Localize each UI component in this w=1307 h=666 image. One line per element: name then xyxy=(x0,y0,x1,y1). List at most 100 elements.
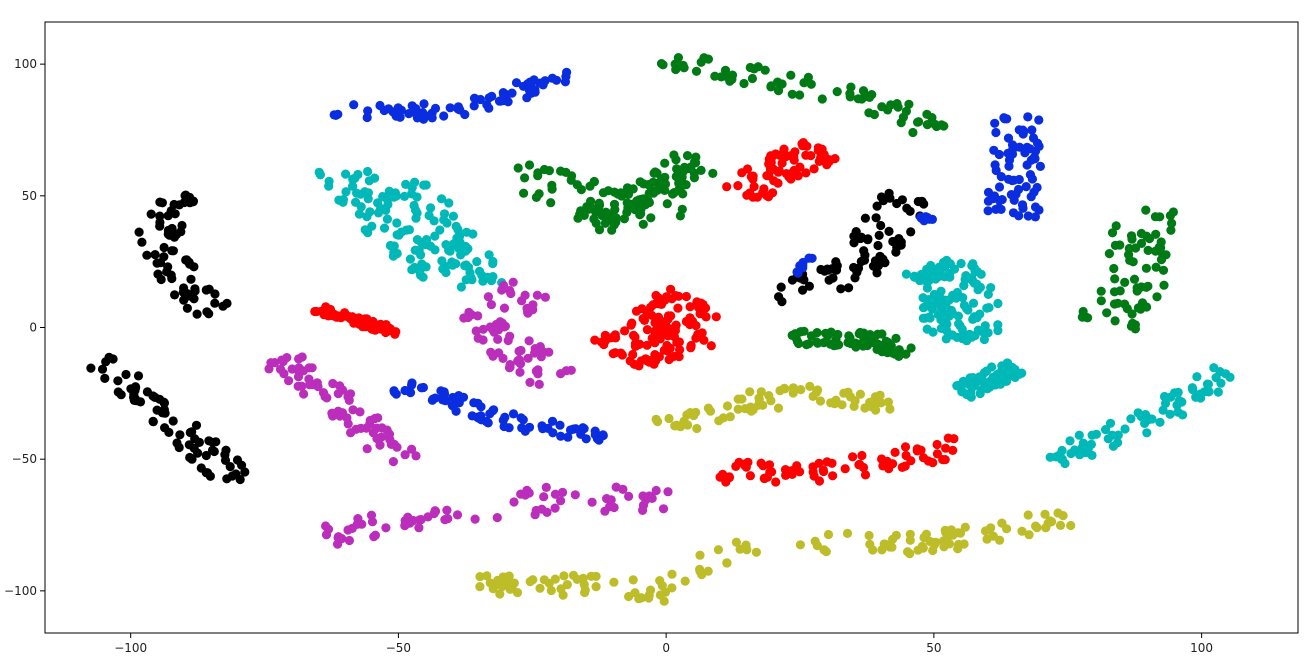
data-point xyxy=(711,312,721,322)
data-point xyxy=(844,283,854,293)
data-point xyxy=(550,489,561,499)
data-point xyxy=(155,221,165,231)
data-point xyxy=(611,217,621,227)
data-point xyxy=(845,92,855,102)
data-point xyxy=(522,485,532,495)
data-point xyxy=(1105,418,1116,428)
data-point xyxy=(299,389,309,399)
data-point xyxy=(872,268,882,278)
data-point xyxy=(776,282,786,292)
data-point xyxy=(1014,174,1024,185)
data-point xyxy=(673,303,683,313)
data-point xyxy=(1066,520,1076,531)
data-point xyxy=(845,333,855,343)
data-point xyxy=(673,165,683,175)
data-point xyxy=(152,258,162,268)
data-point xyxy=(157,198,167,208)
data-point xyxy=(493,575,503,586)
data-point xyxy=(606,495,616,505)
data-point xyxy=(685,313,695,323)
data-point xyxy=(742,164,753,174)
data-point xyxy=(622,207,632,217)
data-point xyxy=(919,532,929,543)
data-point xyxy=(539,492,549,502)
data-point xyxy=(996,172,1006,182)
data-point xyxy=(699,335,709,345)
data-point xyxy=(560,77,571,87)
data-point xyxy=(979,334,990,345)
data-point xyxy=(1024,530,1034,540)
data-point xyxy=(379,223,390,233)
data-point xyxy=(777,158,787,168)
data-point xyxy=(855,389,866,399)
data-point xyxy=(872,201,882,211)
data-point xyxy=(1034,141,1044,151)
data-point xyxy=(277,355,287,365)
data-point xyxy=(1166,225,1176,235)
data-point xyxy=(906,343,916,353)
data-point xyxy=(671,320,681,330)
data-point xyxy=(701,312,711,322)
data-point xyxy=(508,277,518,287)
data-point xyxy=(967,273,977,283)
data-point xyxy=(634,361,644,371)
data-point xyxy=(430,231,440,241)
data-point xyxy=(967,380,977,390)
data-point xyxy=(747,73,758,84)
data-point xyxy=(986,283,996,293)
data-point xyxy=(1141,282,1151,292)
data-point xyxy=(936,303,947,313)
data-point xyxy=(412,235,422,245)
data-point xyxy=(373,208,384,218)
data-point xyxy=(499,95,509,106)
data-point xyxy=(824,157,834,167)
data-point xyxy=(662,199,672,209)
data-point xyxy=(1151,229,1161,239)
data-point xyxy=(194,437,204,447)
data-point xyxy=(191,420,202,430)
data-point xyxy=(448,392,458,403)
data-point xyxy=(1142,231,1152,241)
data-point xyxy=(1077,312,1087,322)
data-point xyxy=(174,200,184,210)
data-point xyxy=(774,150,784,160)
data-point xyxy=(373,198,383,208)
data-point xyxy=(499,322,509,332)
data-point xyxy=(1007,175,1017,186)
data-point xyxy=(498,89,509,99)
data-point xyxy=(351,424,361,434)
data-point xyxy=(190,286,200,296)
data-point xyxy=(1203,379,1213,389)
data-point xyxy=(405,254,415,264)
data-point xyxy=(530,85,540,95)
data-point xyxy=(335,381,345,391)
data-point xyxy=(1055,520,1066,531)
data-point xyxy=(401,225,411,235)
data-point xyxy=(1170,388,1180,398)
data-point xyxy=(1213,387,1223,397)
data-point xyxy=(942,535,952,546)
data-point xyxy=(182,303,192,313)
data-point xyxy=(547,416,558,426)
data-point xyxy=(742,190,752,200)
data-point xyxy=(1195,389,1205,399)
data-point xyxy=(452,233,462,243)
data-point xyxy=(1101,425,1111,435)
data-point xyxy=(210,298,220,308)
data-point xyxy=(392,248,402,259)
data-point xyxy=(658,504,669,514)
data-point xyxy=(787,466,797,476)
data-point xyxy=(790,329,800,339)
data-point xyxy=(264,364,274,374)
data-point xyxy=(827,458,837,468)
data-point xyxy=(571,424,581,434)
data-point xyxy=(1102,308,1112,318)
data-point xyxy=(279,369,289,379)
data-point xyxy=(519,188,529,198)
data-point xyxy=(806,331,817,341)
data-point xyxy=(202,468,213,478)
data-point xyxy=(864,530,874,541)
data-point xyxy=(394,230,404,240)
data-point xyxy=(227,471,237,481)
data-point xyxy=(504,423,514,433)
